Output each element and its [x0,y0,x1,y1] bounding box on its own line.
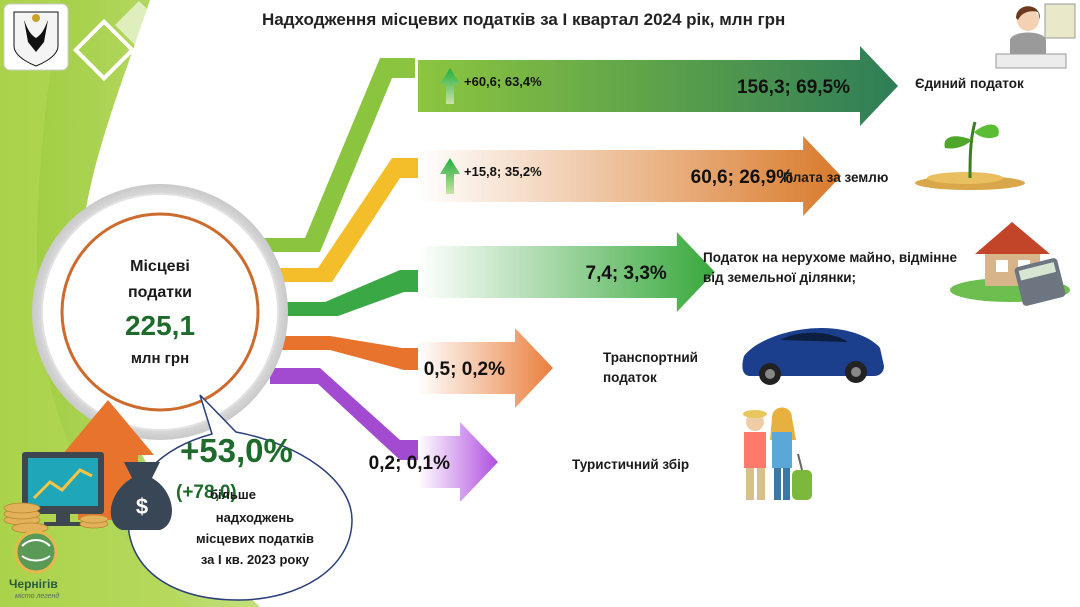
monitor-chart-icon [22,452,104,526]
chart-value-labels: 156,3; 69,5% +60,6; 63,4% 60,6; 26,9% +15,8… [369,68,850,474]
chart-arrow-bar [418,422,498,502]
tourists-icon [743,407,812,500]
city-name: Чернігів [9,577,58,591]
change-label: +60,6; 63,4% [464,74,542,89]
connectors [262,58,418,460]
growth-text: надходжень [215,510,295,525]
svg-text:$: $ [136,494,148,519]
chart-arrows [418,46,898,502]
car-icon [742,328,884,385]
center-label: Місцеві [130,258,190,275]
data-value-label: 0,2; 0,1% [369,453,450,474]
businesswoman-icon [995,3,1076,69]
increase-arrow-icon [440,158,460,194]
growth-percent: +53,0% [180,432,293,469]
sprout-coins-icon [915,121,1025,190]
center-label: податки [128,284,192,301]
growth-text: за І кв. 2023 року [200,552,310,567]
category-label: Плата за землю [783,170,889,185]
category-label: Єдиний податок [915,76,1024,91]
data-value-label: 60,6; 26,9% [691,167,794,188]
data-value-label: 7,4; 3,3% [586,263,667,284]
city-motto: місто легенд [15,593,60,600]
chart-arrow-bar [418,232,715,312]
growth-absolute: (+78,0) [176,482,237,503]
data-value-label: 156,3; 69,5% [737,77,850,98]
category-label: Транспортний податок [603,350,698,385]
chart-arrow-bar [418,328,554,408]
city-logo-icon [14,530,58,574]
category-label: Туристичний збір [572,457,690,472]
chart-title: Надходження місцевих податків за І кварт… [262,10,786,29]
growth-text: місцевих податків [195,531,315,546]
chart-arrow-bar [418,46,898,126]
house-calculator-icon [950,222,1070,306]
decorative-diamonds [72,0,164,82]
change-label: +15,8; 35,2% [464,164,542,179]
center-unit: млн грн [130,350,190,367]
increase-arrow-icon [440,68,460,104]
center-total-value: 225,1 [124,310,196,341]
growth-text: більше [210,487,256,502]
data-value-label: 0,5; 0,2% [424,359,505,380]
chart-arrow-bar [418,136,842,216]
category-label: Податок на нерухоме майно, відмінне від … [703,250,958,285]
money-bag-icon: $ [110,462,172,530]
coin-stack-icon [3,502,109,534]
coat-of-arms-icon [3,3,69,71]
center-circle [32,184,288,440]
